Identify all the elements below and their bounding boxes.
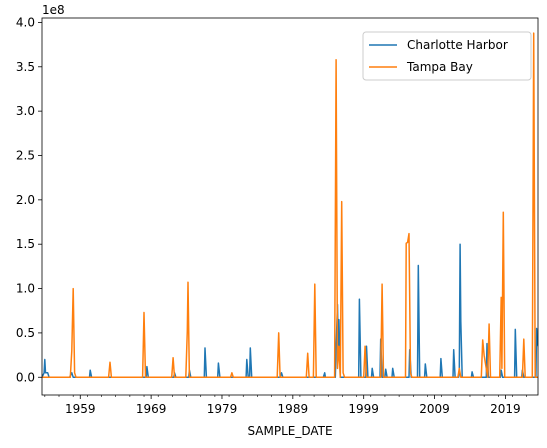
y-tick-label: 3.0 — [16, 104, 35, 118]
y-tick-label: 1.0 — [16, 282, 35, 296]
legend-label-charlotte-harbor: Charlotte Harbor — [407, 38, 508, 52]
series-layer — [42, 32, 538, 379]
x-axis: 1959 1969 1979 1989 1999 2009 2019 — [44, 395, 527, 416]
x-tick-label: 1989 — [278, 402, 309, 416]
plot-frame — [41, 17, 539, 396]
x-tick-label: 1979 — [207, 402, 238, 416]
y-scale-label: 1e8 — [42, 3, 65, 17]
x-tick-label: 1959 — [65, 402, 96, 416]
series-line-tampa-bay — [42, 32, 538, 379]
y-tick-label: 4.0 — [16, 15, 35, 29]
legend-label-tampa-bay: Tampa Bay — [406, 60, 473, 74]
y-tick-label: 0.5 — [16, 326, 35, 340]
legend: Charlotte Harbor Tampa Bay — [362, 31, 532, 81]
x-tick-label: 2019 — [490, 402, 521, 416]
y-tick-label: 2.0 — [16, 193, 35, 207]
y-tick-label: 0.0 — [16, 370, 35, 384]
x-axis-label: SAMPLE_DATE — [247, 424, 332, 438]
legend-box — [362, 31, 532, 81]
y-tick-label: 3.5 — [16, 60, 35, 74]
x-tick-label: 2009 — [419, 402, 450, 416]
x-tick-label: 1969 — [136, 402, 167, 416]
x-tick-label: 1999 — [348, 402, 379, 416]
plot-background — [42, 18, 538, 395]
y-tick-label: 2.5 — [16, 148, 35, 162]
y-axis: 0.0 0.5 1.0 1.5 2.0 2.5 3.0 3.5 4.0 — [16, 15, 42, 384]
y-tick-label: 1.5 — [16, 237, 35, 251]
